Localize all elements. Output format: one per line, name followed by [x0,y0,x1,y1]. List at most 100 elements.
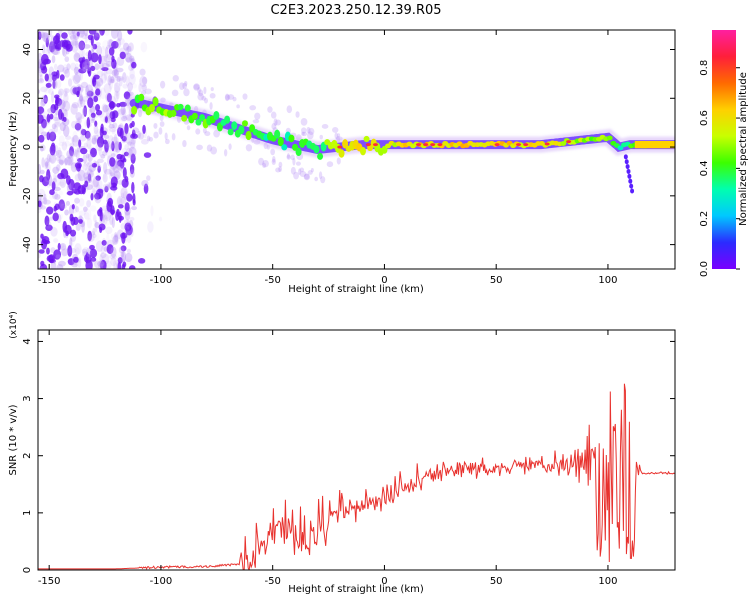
ridge-cell [560,141,567,146]
ridge-cell [342,139,349,149]
noise-blob [69,40,74,52]
noise-blob [85,153,90,159]
noise-blob [129,164,135,175]
noise-blob [271,158,276,166]
ridge-cell [338,149,345,158]
noise-blob [49,113,54,120]
noise-blob [95,240,104,252]
noise-blob [86,174,91,180]
noise-blob [125,218,131,230]
noise-blob [96,45,103,56]
noise-blob [38,31,42,40]
noise-blob [67,30,74,35]
ridge-peak [365,143,371,147]
noise-blob [115,75,123,82]
noise-blob [38,71,44,77]
noise-blob [122,167,127,179]
noise-blob [38,266,43,269]
noise-blob [126,193,133,202]
noise-blob [57,108,63,120]
noise-blob [47,128,55,141]
noise-blob [66,190,74,196]
noise-blob [113,68,119,79]
noise-blob [90,193,94,201]
snr-x-label: Height of straight line (km) [288,584,424,595]
noise-blob [109,126,117,133]
noise-blob [164,132,168,140]
noise-blob [206,144,213,152]
noise-blob [223,149,228,157]
noise-blob [72,216,79,226]
noise-blob [125,47,130,55]
noise-blob [46,247,50,255]
noise-blob [49,144,56,156]
noise-blob [96,179,103,190]
ridge-tail [630,188,635,194]
noise-blob [111,110,119,119]
noise-blob [97,158,104,164]
noise-blob [90,147,97,158]
noise-blob [121,116,128,122]
ridge-peak [437,143,443,147]
noise-blob [115,38,122,49]
noise-blob [171,133,176,141]
noise-blob [144,88,152,95]
noise-blob [79,135,87,142]
noise-blob [56,264,64,269]
noise-blob [124,202,130,212]
noise-blob [262,162,267,168]
noise-blob [62,102,67,108]
noise-blob [91,233,97,239]
noise-blob [63,108,68,119]
noise-blob [99,209,103,222]
noise-blob [38,249,45,254]
noise-blob [86,137,92,149]
noise-blob [88,30,97,35]
noise-blob [79,128,85,137]
noise-blob [209,102,213,110]
noise-blob [336,133,341,138]
noise-blob [42,30,51,38]
noise-blob [124,222,132,232]
noise-blob [111,69,119,77]
noise-blob [72,135,79,143]
noise-blob [114,232,118,238]
noise-blob [51,91,55,103]
noise-blob [127,115,134,123]
noise-blob [304,173,310,180]
noise-blob [47,44,51,54]
noise-blob [73,256,79,263]
noise-blob [53,249,62,260]
ridge-peak [566,140,572,144]
noise-blob [122,72,127,83]
noise-blob [271,123,277,130]
noise-blob [120,187,128,199]
noise-blob [41,120,48,130]
noise-blob [41,157,45,168]
noise-blob [46,113,51,123]
noise-blob [295,161,301,166]
noise-blob [57,242,61,251]
spectrogram-x-ticks: -150 -100 -50 0 50 100 [38,30,617,286]
noise-blob [102,240,108,253]
noise-blob [43,94,47,102]
noise-blob [117,30,123,42]
noise-blob [129,123,133,129]
noise-blob [100,252,107,259]
noise-blob [93,124,99,135]
noise-blob [119,114,128,123]
noise-blob [95,184,101,192]
noise-blob [48,66,55,77]
noise-blob [139,68,146,76]
noise-blob [70,62,77,71]
noise-blob [93,214,97,223]
noise-blob [109,144,114,149]
noise-blob [74,71,82,83]
noise-blob [290,154,295,161]
ridge-cell [213,110,220,120]
noise-blob [249,105,257,111]
noise-blob [76,85,85,92]
noise-blob [124,210,131,221]
noise-blob [71,136,75,143]
noise-blob [74,149,78,158]
